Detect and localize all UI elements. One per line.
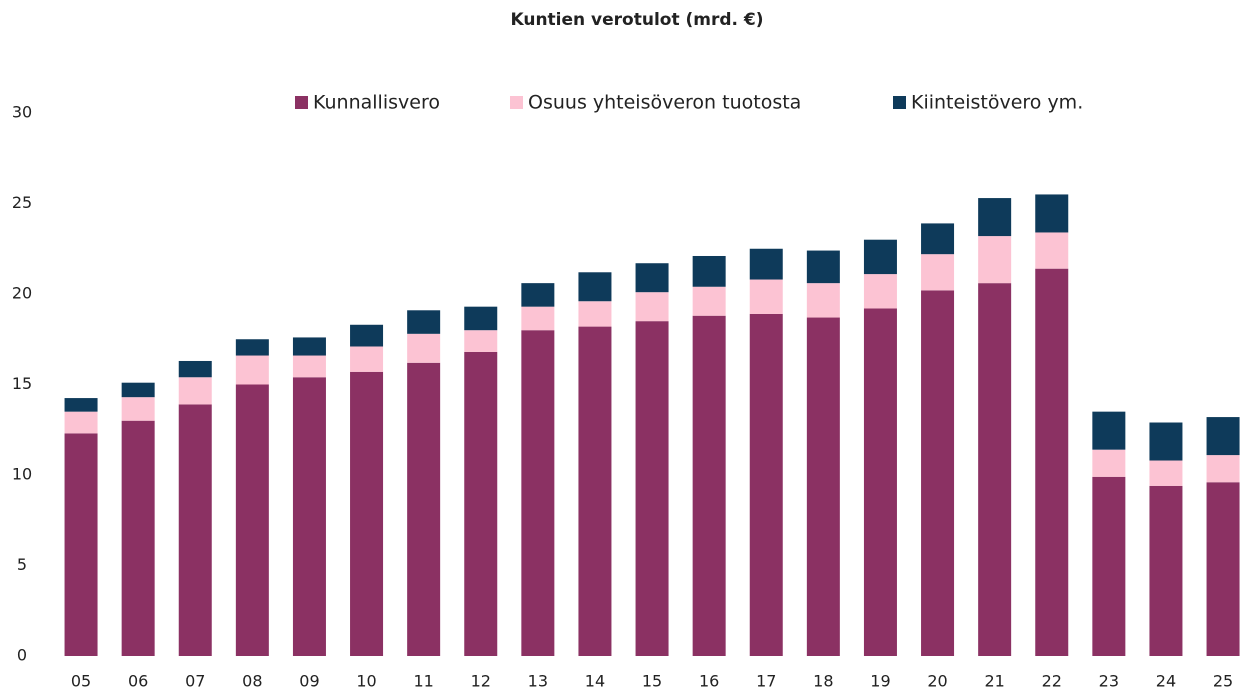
bar-segment bbox=[292, 337, 326, 356]
bar-segment bbox=[1149, 460, 1183, 486]
bar-segment bbox=[635, 321, 669, 656]
bar-segment bbox=[806, 317, 840, 656]
bar-segment bbox=[407, 333, 441, 363]
bar-segment bbox=[978, 236, 1012, 284]
x-tick-label: 18 bbox=[813, 672, 833, 691]
chart-title: Kuntien verotulot (mrd. €) bbox=[510, 10, 763, 30]
bar-segment bbox=[1035, 194, 1069, 233]
bar-segment bbox=[464, 351, 498, 656]
x-tick-label: 13 bbox=[528, 672, 548, 691]
bar-segment bbox=[292, 355, 326, 378]
y-tick-label: 15 bbox=[12, 374, 32, 393]
bar-segment bbox=[178, 404, 212, 656]
bar-segment bbox=[121, 382, 155, 398]
bar-segment bbox=[178, 377, 212, 405]
bar-segment bbox=[64, 411, 98, 434]
x-tick-label: 12 bbox=[471, 672, 491, 691]
legend-swatch bbox=[510, 96, 523, 109]
bar-segment bbox=[806, 283, 840, 318]
y-tick-label: 30 bbox=[12, 103, 32, 122]
bar-segment bbox=[635, 263, 669, 293]
x-tick-label: 09 bbox=[299, 672, 319, 691]
bar-segment bbox=[464, 306, 498, 331]
y-tick-label: 0 bbox=[17, 646, 27, 665]
bar-segment bbox=[407, 310, 441, 334]
bar-segment bbox=[863, 308, 897, 656]
legend-swatch bbox=[893, 96, 906, 109]
bar-segment bbox=[749, 313, 783, 656]
bar-segment bbox=[921, 254, 955, 291]
bar-segment bbox=[692, 255, 726, 287]
bar-segment bbox=[692, 315, 726, 656]
bar-segment bbox=[350, 324, 384, 347]
bar-segment bbox=[521, 306, 555, 331]
bar-segment bbox=[578, 272, 612, 302]
bar-segment bbox=[521, 330, 555, 656]
legend-label: Osuus yhteisöveron tuotosta bbox=[528, 92, 801, 114]
x-tick-label: 25 bbox=[1213, 672, 1233, 691]
bar-segment bbox=[464, 330, 498, 352]
x-tick-label: 08 bbox=[242, 672, 262, 691]
legend-label: Kiinteistövero ym. bbox=[911, 92, 1083, 114]
bar-segment bbox=[350, 371, 384, 656]
bar-segment bbox=[235, 355, 269, 385]
bar-segment bbox=[178, 360, 212, 378]
legend-swatch bbox=[295, 96, 308, 109]
bar-segment bbox=[978, 198, 1012, 237]
bar-segment bbox=[121, 397, 155, 421]
y-tick-label: 20 bbox=[12, 284, 32, 303]
bar-segment bbox=[64, 398, 98, 412]
x-tick-label: 22 bbox=[1042, 672, 1062, 691]
bar-segment bbox=[863, 274, 897, 309]
bar-segment bbox=[235, 339, 269, 356]
bar-segment bbox=[806, 250, 840, 284]
bar-segment bbox=[978, 283, 1012, 656]
y-tick-label: 25 bbox=[12, 193, 32, 212]
bar-segment bbox=[521, 283, 555, 307]
bar-segment bbox=[121, 420, 155, 656]
bar-segment bbox=[749, 279, 783, 314]
bar-segment bbox=[578, 326, 612, 656]
bar-segment bbox=[407, 362, 441, 656]
bar-segment bbox=[1035, 232, 1069, 269]
bar-segment bbox=[1092, 411, 1126, 450]
x-tick-label: 19 bbox=[870, 672, 890, 691]
bar-segment bbox=[1149, 485, 1183, 656]
bar-segment bbox=[1206, 482, 1240, 656]
bar-segment bbox=[1206, 417, 1240, 456]
x-tick-label: 23 bbox=[1099, 672, 1119, 691]
y-tick-label: 10 bbox=[12, 465, 32, 484]
x-tick-label: 05 bbox=[71, 672, 91, 691]
bar-segment bbox=[350, 346, 384, 372]
bar-segment bbox=[1149, 422, 1183, 461]
bar-segment bbox=[692, 286, 726, 316]
bar-segment bbox=[863, 239, 897, 275]
bar-segment bbox=[921, 290, 955, 656]
bar-segment bbox=[1035, 268, 1069, 656]
bar-segment bbox=[578, 301, 612, 327]
bar-segment bbox=[1206, 455, 1240, 483]
bar-segment bbox=[749, 248, 783, 280]
bar-segment bbox=[235, 384, 269, 656]
x-tick-label: 15 bbox=[642, 672, 662, 691]
y-tick-label: 5 bbox=[17, 555, 27, 574]
bar-segment bbox=[1092, 449, 1126, 477]
bar-segment bbox=[635, 292, 669, 322]
x-tick-label: 10 bbox=[356, 672, 376, 691]
x-tick-label: 06 bbox=[128, 672, 148, 691]
x-tick-label: 24 bbox=[1156, 672, 1176, 691]
x-tick-label: 16 bbox=[699, 672, 719, 691]
bar-segment bbox=[921, 223, 955, 255]
x-tick-label: 14 bbox=[585, 672, 605, 691]
x-tick-label: 11 bbox=[413, 672, 433, 691]
x-tick-label: 20 bbox=[927, 672, 947, 691]
bar-segment bbox=[292, 377, 326, 656]
legend-label: Kunnallisvero bbox=[313, 92, 440, 114]
x-tick-label: 07 bbox=[185, 672, 205, 691]
x-tick-label: 17 bbox=[756, 672, 776, 691]
x-tick-label: 21 bbox=[984, 672, 1004, 691]
bar-segment bbox=[64, 433, 98, 656]
bar-segment bbox=[1092, 476, 1126, 656]
